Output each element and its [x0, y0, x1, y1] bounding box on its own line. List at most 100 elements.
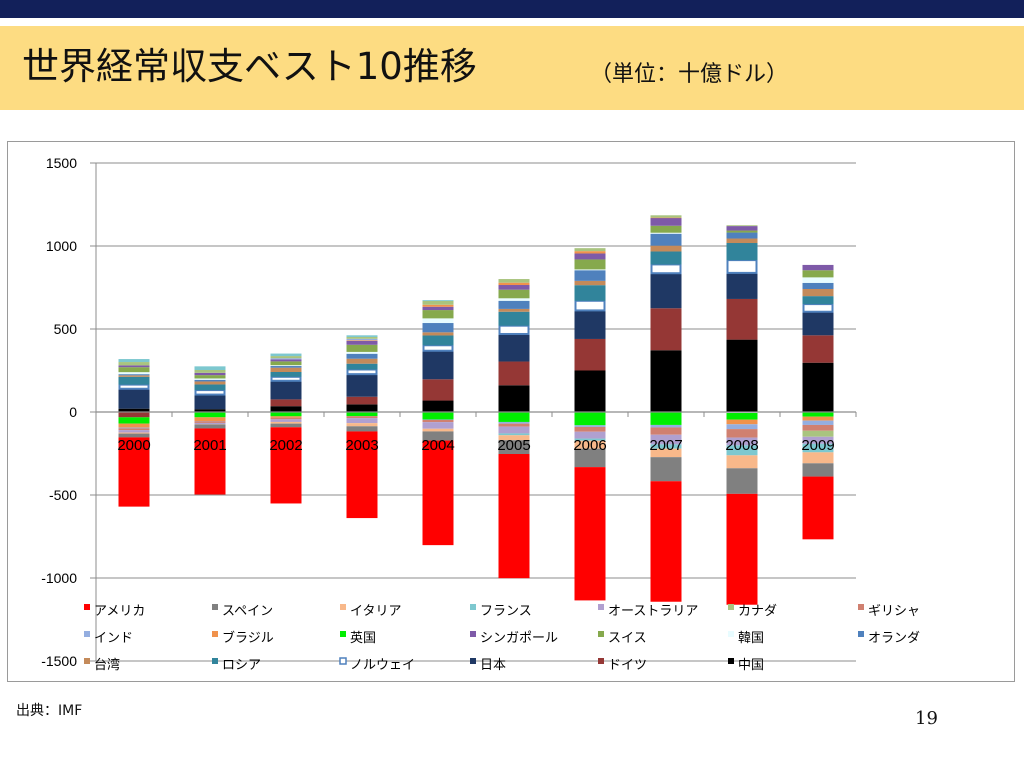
- bar-segment: [346, 363, 378, 370]
- bar-segment: [574, 440, 606, 449]
- bar-segment: [802, 443, 834, 453]
- bar-segment: [118, 359, 150, 363]
- bar-segment: [346, 426, 378, 432]
- bar-segment: [118, 427, 150, 429]
- bar-segment: [498, 324, 530, 335]
- stacked-bar-chart: 1500 1000 500 0 -500 -1000 -1500 2000 2001 2002 20…: [41, 155, 920, 673]
- bar-segment: [194, 378, 226, 380]
- bar-segment: [270, 375, 302, 382]
- legend-swatch: [340, 631, 346, 637]
- bar-segment: [270, 353, 302, 357]
- legend-label: ノルウェイ: [350, 658, 415, 673]
- legend-swatch: [340, 604, 346, 610]
- bar-segment: [118, 374, 150, 376]
- legend-label: 日本: [480, 658, 506, 673]
- bar-segment: [346, 416, 378, 419]
- legend-swatch: [212, 604, 218, 610]
- bar-segment: [346, 336, 378, 339]
- bar-segment: [346, 418, 378, 424]
- bar-segment: [346, 338, 378, 341]
- bar-segment: [802, 430, 834, 437]
- bar-segment: [270, 416, 302, 418]
- bar-segment: [422, 300, 454, 301]
- bar-segment: [346, 431, 378, 519]
- bar-segment: [802, 362, 834, 412]
- bar-segment: [270, 419, 302, 422]
- bar-segment: [422, 332, 454, 336]
- bar-segment: [422, 422, 454, 429]
- legend-label: アメリカ: [94, 604, 145, 619]
- bar-segment: [194, 366, 226, 371]
- legend-label: インド: [94, 631, 133, 646]
- legend-swatch: [470, 631, 476, 637]
- bar-segment: [346, 374, 378, 397]
- legend-label: オーストラリア: [608, 604, 698, 619]
- unit-label: （単位：十億ドル）: [590, 62, 789, 87]
- bar-segment: [422, 379, 454, 401]
- bar-segment: [422, 323, 454, 333]
- legend-swatch: [84, 631, 90, 637]
- bar-segment: [270, 361, 302, 366]
- bar-segment: [194, 421, 226, 423]
- bar-segment: [194, 428, 226, 495]
- bar-segment: [422, 306, 454, 311]
- bar-segment: [498, 361, 530, 386]
- bar-segment: [650, 308, 682, 351]
- bar-segment: [802, 270, 834, 278]
- y-tick-label: 1000: [46, 238, 77, 254]
- bar-segment: [726, 419, 758, 425]
- bar-segment: [726, 232, 758, 239]
- bar-segment: [498, 308, 530, 312]
- bar-segment: [422, 400, 454, 412]
- legend-label: シンガポール: [480, 631, 558, 646]
- legend-label: スペイン: [222, 604, 273, 619]
- legend-swatch: [470, 658, 476, 664]
- bar-segment: [726, 437, 758, 446]
- bar-segment: [270, 412, 302, 417]
- bar-segment: [270, 417, 302, 420]
- bar-segment: [802, 424, 834, 431]
- x-tick-label: 2006: [573, 437, 606, 454]
- bar-segment: [118, 388, 150, 409]
- legend-swatch: [470, 604, 476, 610]
- bar-segment: [346, 404, 378, 412]
- top-banner: [0, 0, 1024, 18]
- bar-segment: [422, 318, 454, 324]
- bar-segment: [802, 452, 834, 464]
- bar-segment: [802, 412, 834, 417]
- bar-segment: [498, 279, 530, 283]
- legend-swatch: [728, 604, 734, 610]
- bar-segment: [802, 311, 834, 336]
- bar-segment: [726, 225, 758, 227]
- bar-segment: [498, 300, 530, 309]
- bar-segment: [726, 424, 758, 430]
- bar-segment: [498, 423, 530, 427]
- legend-swatch: [84, 658, 90, 664]
- x-tick-label: 2002: [269, 437, 302, 454]
- bar-segment: [498, 453, 530, 579]
- bar-segment: [498, 412, 530, 422]
- legend-swatch: [212, 658, 218, 664]
- y-tick-label: 1500: [46, 155, 77, 171]
- bar-segment: [650, 457, 682, 482]
- bar-segment: [422, 419, 454, 423]
- legend-swatch: [858, 631, 864, 637]
- bar-segment: [650, 251, 682, 265]
- y-tick-label: -1000: [41, 570, 77, 586]
- bar-segment: [726, 238, 758, 244]
- bar-segment: [574, 370, 606, 412]
- bar-segment: [270, 406, 302, 412]
- bar-segment: [118, 432, 150, 434]
- bar-segment: [270, 423, 302, 428]
- bar-segment: [574, 269, 606, 271]
- bar-segment: [574, 270, 606, 281]
- y-tick-label: -1500: [41, 653, 77, 669]
- bar-segment: [650, 215, 682, 218]
- bar-segment: [270, 367, 302, 372]
- bar-segment: [270, 359, 302, 362]
- bar-segment: [726, 445, 758, 456]
- legend-swatch: [858, 604, 864, 610]
- bar-segment: [118, 375, 150, 377]
- bar-segment: [194, 389, 226, 396]
- legend-label: 中国: [738, 658, 764, 673]
